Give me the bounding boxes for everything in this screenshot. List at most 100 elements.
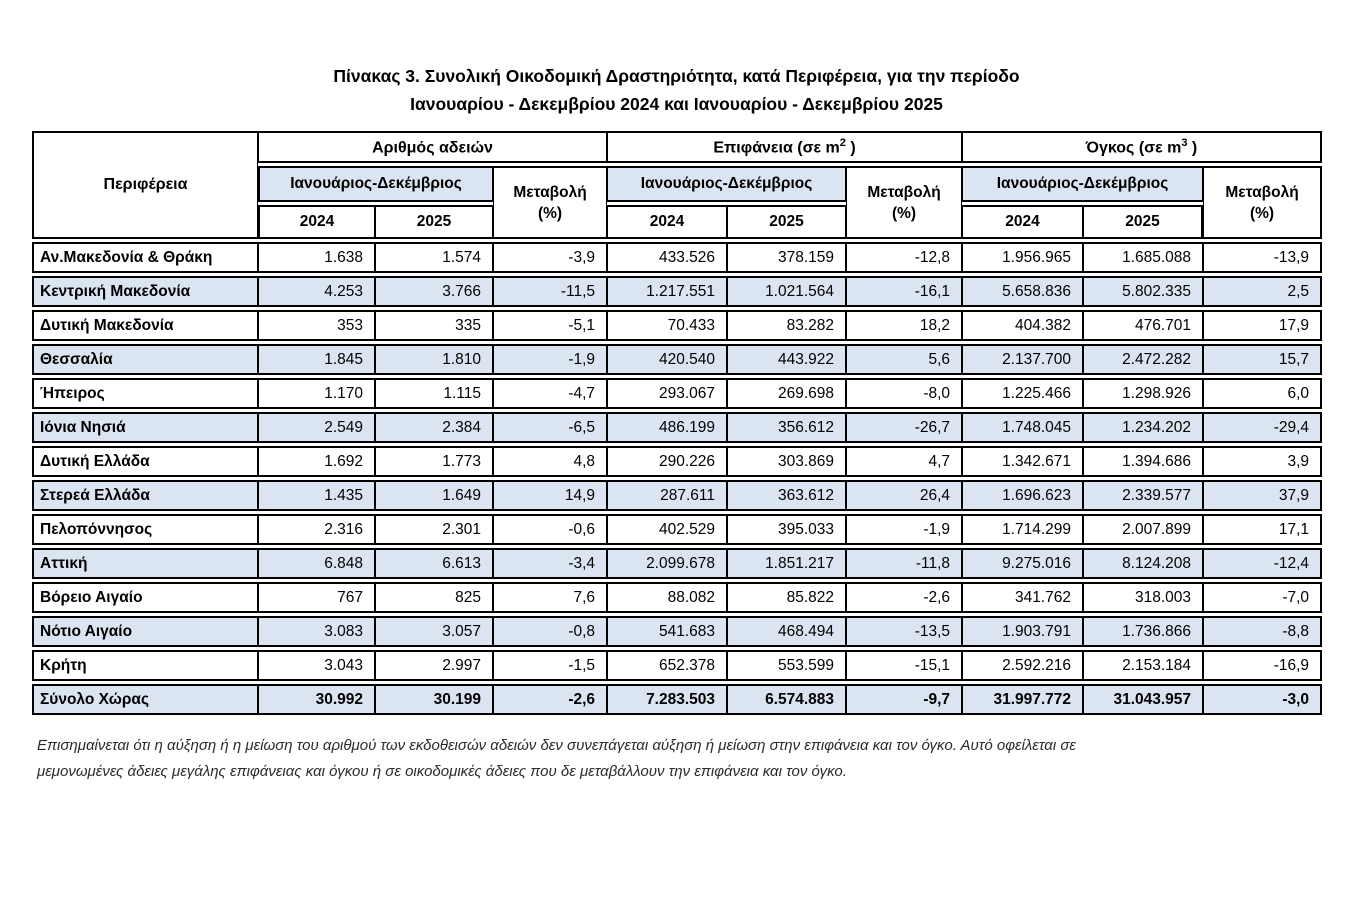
permits-2024-cell: 2.316 [258, 514, 375, 545]
volume-2025-cell: 2.472.282 [1083, 344, 1204, 375]
change-header-volume: Μεταβολή (%) [1203, 166, 1323, 239]
volume-2025-cell: 1.736.866 [1083, 616, 1204, 647]
area-2025-cell: 443.922 [727, 344, 847, 375]
permits-2024-cell: 1.435 [258, 480, 375, 511]
group-header-area: Επιφάνεια (σε m2 ) [607, 131, 963, 163]
change-header-area: Μεταβολή (%) [846, 166, 963, 239]
area-change-cell: 26,4 [846, 480, 963, 511]
region-column-header: Περιφέρεια [32, 131, 258, 239]
volume-2025-cell: 5.802.335 [1083, 276, 1204, 307]
table-row: Στερεά Ελλάδα 1.435 1.649 14,9 287.611 3… [32, 480, 1323, 511]
group-header-area-suffix: ) [845, 139, 856, 157]
permits-2024-cell: 353 [258, 310, 375, 341]
volume-change-cell: 15,7 [1203, 344, 1323, 375]
change-header-volume-label: Μεταβολή [1225, 183, 1299, 201]
volume-2025-cell: 2.339.577 [1083, 480, 1204, 511]
volume-2024-cell: 1.748.045 [962, 412, 1084, 443]
group-header-volume-sup: 3 [1181, 136, 1188, 149]
volume-2025-cell: 1.298.926 [1083, 378, 1204, 409]
area-2024-cell: 88.082 [607, 582, 728, 613]
area-change-cell: -2,6 [846, 582, 963, 613]
permits-change-cell: -3,4 [493, 548, 608, 579]
area-2025-cell: 269.698 [727, 378, 847, 409]
table-row: Πελοπόννησος 2.316 2.301 -0,6 402.529 39… [32, 514, 1323, 545]
area-change-cell: -26,7 [846, 412, 963, 443]
table-row: Δυτική Ελλάδα 1.692 1.773 4,8 290.226 30… [32, 446, 1323, 477]
region-cell: Δυτική Ελλάδα [32, 446, 258, 477]
permits-2025-cell: 335 [375, 310, 493, 341]
area-2025-cell: 303.869 [727, 446, 847, 477]
permits-2025-cell: 1.574 [375, 242, 493, 273]
header-row-groups: Περιφέρεια Αριθμός αδειών Επιφάνεια (σε … [32, 131, 1323, 239]
area-2025-cell: 395.033 [727, 514, 847, 545]
volume-2025-cell: 2.007.899 [1083, 514, 1204, 545]
area-change-cell: 18,2 [846, 310, 963, 341]
volume-2024-cell: 1.714.299 [962, 514, 1084, 545]
volume-2025-cell: 1.234.202 [1083, 412, 1204, 443]
building-activity-table: Περιφέρεια Αριθμός αδειών Επιφάνεια (σε … [32, 128, 1323, 718]
permits-change-cell: -4,7 [493, 378, 608, 409]
permits-2024-cell: 1.638 [258, 242, 375, 273]
volume-change-cell: 17,9 [1203, 310, 1323, 341]
footnote-line2: μεμονωμένες άδειες μεγάλης επιφάνειας κα… [37, 763, 847, 780]
area-2025-cell: 356.612 [727, 412, 847, 443]
volume-change-cell: -12,4 [1203, 548, 1323, 579]
permits-change-cell: -6,5 [493, 412, 608, 443]
area-change-cell: -12,8 [846, 242, 963, 273]
permits-change-cell: -11,5 [493, 276, 608, 307]
permits-2025-cell: 6.613 [375, 548, 493, 579]
region-cell: Νότιο Αιγαίο [32, 616, 258, 647]
region-cell: Βόρειο Αιγαίο [32, 582, 258, 613]
volume-change-cell: 2,5 [1203, 276, 1323, 307]
region-cell: Σύνολο Χώρας [32, 684, 258, 715]
region-cell: Αν.Μακεδονία & Θράκη [32, 242, 258, 273]
group-header-area-label: Επιφάνεια (σε m [713, 139, 840, 157]
permits-2025-cell: 3.057 [375, 616, 493, 647]
permits-2025-cell: 825 [375, 582, 493, 613]
permits-2024-cell: 3.083 [258, 616, 375, 647]
area-change-cell: -9,7 [846, 684, 963, 715]
permits-2024-cell: 30.992 [258, 684, 375, 715]
permits-2025-cell: 1.810 [375, 344, 493, 375]
volume-change-cell: -7,0 [1203, 582, 1323, 613]
volume-2025-cell: 2.153.184 [1083, 650, 1204, 681]
volume-change-cell: -13,9 [1203, 242, 1323, 273]
volume-2024-cell: 2.137.700 [962, 344, 1084, 375]
volume-2024-cell: 1.225.466 [962, 378, 1084, 409]
permits-2024-cell: 767 [258, 582, 375, 613]
volume-change-cell: -16,9 [1203, 650, 1323, 681]
table-row: Ήπειρος 1.170 1.115 -4,7 293.067 269.698… [32, 378, 1323, 409]
area-2024-cell: 433.526 [607, 242, 728, 273]
change-header-permits-label: Μεταβολή [513, 183, 587, 201]
region-cell: Αττική [32, 548, 258, 579]
year-header-permits-2025: 2025 [375, 205, 493, 239]
area-2024-cell: 287.611 [607, 480, 728, 511]
table-row: Ιόνια Νησιά 2.549 2.384 -6,5 486.199 356… [32, 412, 1323, 443]
volume-2025-cell: 8.124.208 [1083, 548, 1204, 579]
region-cell: Κεντρική Μακεδονία [32, 276, 258, 307]
year-header-volume-2025: 2025 [1083, 205, 1204, 239]
region-cell: Ιόνια Νησιά [32, 412, 258, 443]
area-2025-cell: 6.574.883 [727, 684, 847, 715]
volume-2024-cell: 1.956.965 [962, 242, 1084, 273]
region-cell: Ήπειρος [32, 378, 258, 409]
permits-change-cell: -0,6 [493, 514, 608, 545]
area-change-cell: 4,7 [846, 446, 963, 477]
header-row-period: Ιανουάριος-Δεκέμβριος Μεταβολή (%) Ιανου… [32, 166, 1323, 239]
area-2025-cell: 378.159 [727, 242, 847, 273]
permits-change-cell: 14,9 [493, 480, 608, 511]
table-row: Αττική 6.848 6.613 -3,4 2.099.678 1.851.… [32, 548, 1323, 579]
permits-change-cell: -5,1 [493, 310, 608, 341]
volume-change-cell: 17,1 [1203, 514, 1323, 545]
group-header-area-sup: 2 [839, 136, 846, 149]
footnote: Επισημαίνεται ότι η αύξηση ή η μείωση το… [37, 733, 1353, 785]
area-2025-cell: 1.021.564 [727, 276, 847, 307]
table-row: Αν.Μακεδονία & Θράκη 1.638 1.574 -3,9 43… [32, 242, 1323, 273]
permits-change-cell: -3,9 [493, 242, 608, 273]
page-title-line1: Πίνακας 3. Συνολική Οικοδομική Δραστηριό… [333, 66, 1020, 86]
permits-2025-cell: 30.199 [375, 684, 493, 715]
volume-change-cell: -3,0 [1203, 684, 1323, 715]
permits-2024-cell: 4.253 [258, 276, 375, 307]
table-body: Αν.Μακεδονία & Θράκη 1.638 1.574 -3,9 43… [32, 242, 1323, 715]
area-2024-cell: 70.433 [607, 310, 728, 341]
